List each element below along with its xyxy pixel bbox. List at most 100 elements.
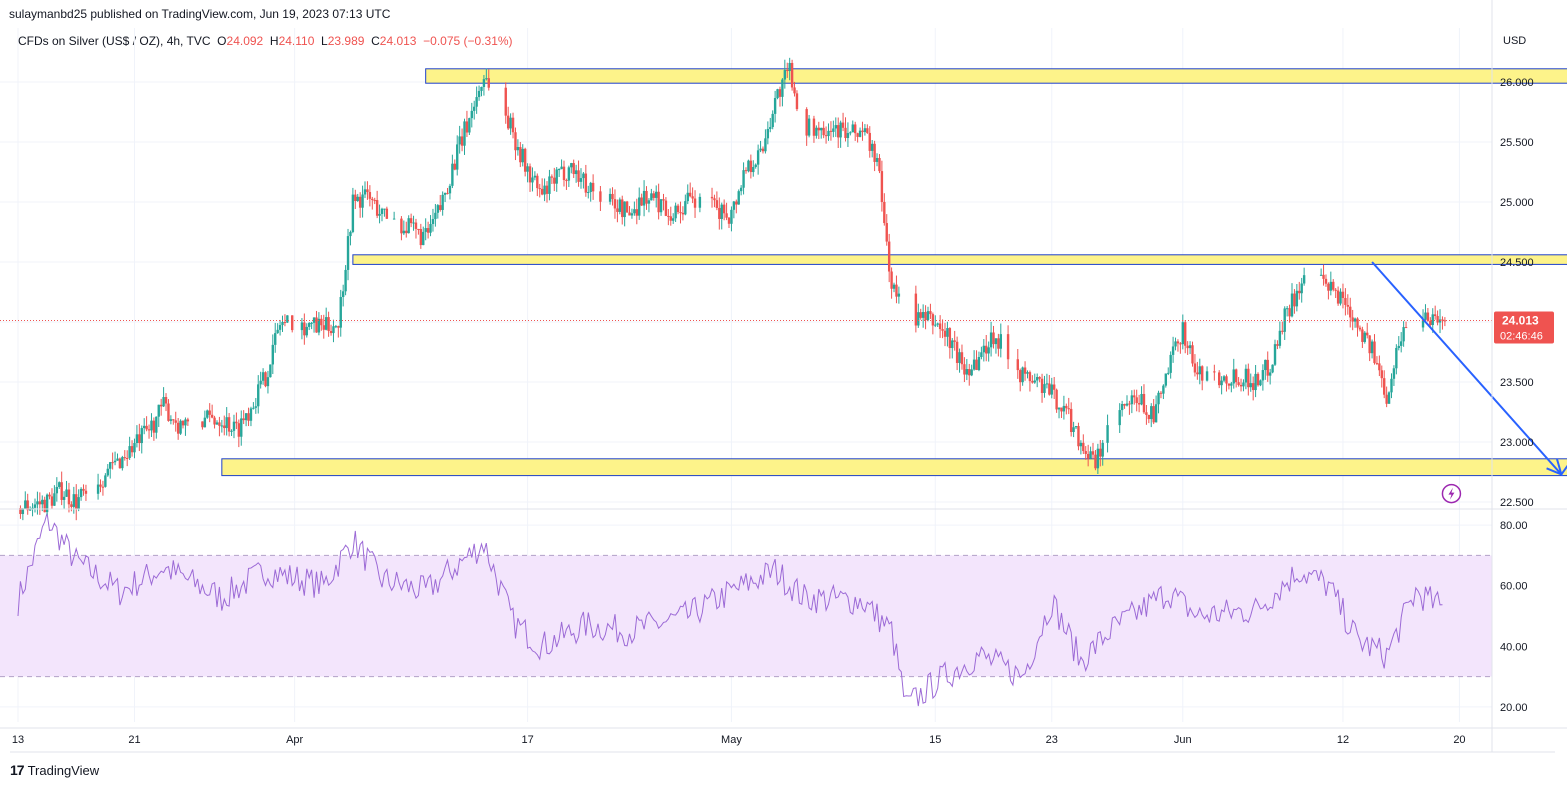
candle-body — [62, 496, 66, 500]
last-price-value: 24.013 — [1502, 313, 1539, 327]
candle-body — [48, 494, 51, 497]
candle-body — [868, 132, 871, 151]
candle-body — [1387, 392, 1391, 404]
candle-body — [1154, 404, 1158, 423]
candle-body — [453, 163, 456, 170]
candle-body — [419, 229, 423, 246]
price-zone — [221, 458, 1567, 477]
candle-body — [349, 231, 352, 237]
price-tick-label: 22.500 — [1500, 497, 1534, 509]
candle-body — [135, 434, 139, 444]
candle-body — [917, 312, 920, 326]
arrow-head — [1546, 458, 1563, 477]
candle-body — [645, 190, 648, 204]
legend-close-label: C — [371, 34, 380, 48]
candle-body — [315, 317, 318, 333]
support-resistance-zones[interactable] — [221, 68, 1567, 477]
candle-body — [633, 209, 636, 214]
candle-body — [638, 197, 641, 216]
candle-body — [1069, 408, 1073, 433]
candle-body — [1191, 345, 1194, 364]
candle-body — [948, 328, 952, 349]
candle-body — [1016, 359, 1019, 371]
candle-body — [781, 79, 784, 97]
candle-body — [759, 148, 762, 151]
candle-body — [1319, 274, 1323, 276]
candlestick-series[interactable] — [19, 57, 1447, 521]
candle-body — [283, 322, 287, 324]
candle-body — [1244, 368, 1248, 383]
time-tick-label: 20 — [1453, 734, 1465, 746]
candle-body — [943, 330, 947, 337]
candle-body — [400, 218, 403, 234]
candle-body — [41, 499, 44, 505]
candle-body — [1332, 281, 1335, 290]
candle-body — [101, 486, 105, 488]
candle-body — [308, 323, 311, 327]
candle-body — [742, 170, 745, 188]
candle-body — [989, 332, 993, 348]
candle-body — [960, 352, 964, 365]
lightning-icon[interactable] — [1441, 483, 1462, 504]
legend-close-value: 24.013 — [379, 34, 417, 48]
candle-body — [1181, 322, 1184, 345]
candle-body — [587, 192, 590, 194]
candle-body — [953, 340, 956, 342]
candle-body — [278, 325, 282, 330]
candle-body — [679, 212, 682, 214]
candle-body — [730, 209, 733, 224]
candle-body — [1091, 451, 1095, 455]
candle-body — [79, 488, 83, 498]
candle-body — [579, 178, 583, 182]
candle-body — [383, 208, 386, 210]
legend-symbol[interactable]: CFDs on Silver (US$ / OZ), 4h, TVC — [18, 34, 211, 48]
candle-body — [203, 417, 207, 428]
projection-arrow[interactable] — [1371, 70, 1567, 477]
candle-body — [225, 417, 228, 429]
candle-body — [446, 192, 449, 194]
candle-body — [53, 493, 56, 506]
candle-body — [1227, 383, 1231, 386]
candle-body — [618, 199, 622, 212]
candle-body — [1142, 393, 1146, 413]
candle-body — [817, 127, 820, 131]
candle-body — [761, 148, 765, 152]
candle-body — [1251, 383, 1255, 391]
candle-body — [1281, 330, 1284, 332]
candle-body — [807, 118, 811, 136]
candle-body — [276, 329, 279, 334]
tradingview-logo[interactable]: 17 TradingView — [10, 762, 99, 778]
candle-body — [861, 130, 864, 133]
candle-body — [1079, 442, 1083, 447]
candle-body — [608, 193, 612, 202]
candle-body — [815, 127, 818, 136]
candle-body — [26, 500, 29, 511]
candle-body — [1157, 392, 1160, 405]
candle-body — [919, 312, 922, 318]
candle-body — [1438, 319, 1442, 323]
candle-body — [405, 230, 408, 234]
candle-body — [55, 486, 59, 494]
candle-body — [572, 163, 575, 175]
candle-body — [897, 293, 901, 297]
candle-body — [1271, 364, 1274, 373]
price-zone — [425, 68, 1567, 84]
candle-body — [873, 143, 876, 162]
candle-body — [1159, 392, 1163, 394]
candle-body — [642, 190, 646, 206]
candle-body — [783, 70, 787, 80]
candle-body — [722, 204, 726, 214]
candle-body — [130, 446, 134, 453]
candle-body — [475, 97, 478, 107]
candle-body — [691, 196, 694, 199]
candle-body — [1033, 380, 1036, 383]
candle-body — [688, 192, 692, 197]
candle-body — [179, 420, 182, 434]
rsi-pane[interactable] — [0, 512, 1492, 707]
candle-body — [1276, 344, 1279, 346]
candle-body — [244, 413, 248, 421]
candle-body — [968, 369, 971, 376]
price-tick-label: 23.500 — [1500, 377, 1534, 389]
price-tick-label: 24.500 — [1500, 257, 1534, 269]
